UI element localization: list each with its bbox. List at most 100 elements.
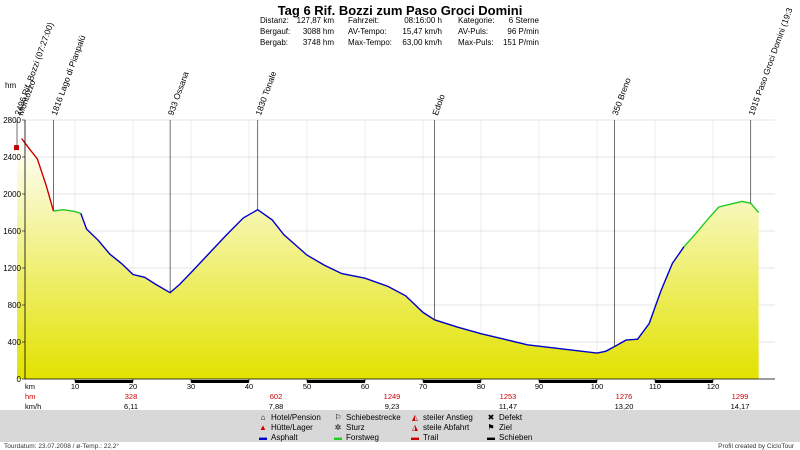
row-value: 9,23	[385, 402, 400, 410]
x-tick-label: 110	[649, 382, 661, 391]
y-axis-label: hm	[5, 81, 16, 90]
row-label-km: km	[25, 382, 35, 391]
hut-icon: ▲	[259, 423, 267, 432]
legend-item-asphalt: ▬ Asphalt	[259, 433, 298, 442]
steep-climb-icon: ◭	[411, 413, 419, 422]
forest-line-icon: ▬	[334, 433, 342, 442]
trail-line-icon: ▬	[411, 433, 419, 442]
x-tick-label: 20	[129, 382, 137, 391]
y-tick-label: 2800	[3, 116, 21, 125]
x-tick-label: 90	[535, 382, 543, 391]
legend-item-push-route: ⚐ Schiebestrecke	[334, 413, 401, 422]
stat-label: Max-Puls:	[458, 38, 494, 47]
waypoint-label: 1816 Lago di Pianpalù	[49, 34, 87, 117]
hut-marker	[14, 145, 19, 151]
stat-label: AV-Tempo:	[348, 27, 387, 36]
x-tick-label: 40	[245, 382, 253, 391]
x-tick-label: 80	[477, 382, 485, 391]
stat-value: 08:16:00 h	[404, 16, 442, 25]
push-bar	[307, 380, 365, 383]
stat-label: Max-Tempo:	[348, 38, 393, 47]
row-value: 1276	[616, 392, 633, 401]
row-value: 7,88	[269, 402, 284, 410]
axes: 0 400 800 1200 1600 2000 2400 2800 hm 10 20 30 40 50 6…	[3, 81, 775, 391]
push-bar	[655, 380, 713, 383]
stat-label: Kategorie:	[458, 16, 495, 25]
y-tick-label: 0	[17, 375, 22, 384]
waypoint-label: Edolo	[430, 93, 447, 117]
push-bar	[75, 380, 133, 383]
row-value: 602	[270, 392, 283, 401]
row-value: 1299	[732, 392, 749, 401]
stats-labels-1: Distanz: Bergauf: Bergab:	[260, 15, 290, 48]
x-tick-label: 120	[707, 382, 720, 391]
stat-value: 127,87 km	[296, 16, 334, 25]
waypoint-label: 1915 Paso Groci Domini (19:3	[746, 6, 794, 117]
stat-value: 63,00 km/h	[402, 38, 442, 47]
hotel-icon: ⌂	[260, 413, 266, 422]
push-line-icon: ▬	[487, 433, 495, 442]
waypoint-label: 350 Breno	[610, 76, 633, 117]
push-route-icon: ⚐	[334, 413, 342, 422]
x-tick-label: 50	[303, 382, 311, 391]
legend-item-finish: ⚑ Ziel	[487, 423, 512, 432]
defect-icon: ✖	[487, 413, 495, 422]
row-label-km-h: km/h	[25, 402, 41, 410]
stats-values-2: 08:16:00 h 15,47 km/h 63,00 km/h	[390, 15, 442, 48]
y-tick-label: 1200	[3, 264, 21, 273]
y-tick-label: 400	[8, 338, 22, 347]
stat-value: 3748 hm	[302, 38, 334, 47]
push-bar	[191, 380, 249, 383]
stat-value: 96 P/min	[507, 27, 539, 36]
stat-label: Bergab:	[260, 38, 289, 47]
y-tick-label: 2000	[3, 190, 21, 199]
asphalt-line-icon: ▬	[259, 433, 267, 442]
footer-right: Profil created by CicloTour	[718, 443, 794, 450]
stats-labels-3: Kategorie: AV-Puls: Max-Puls:	[458, 15, 494, 48]
y-tick-label: 1600	[3, 227, 21, 236]
row-value: 1249	[384, 392, 401, 401]
legend-item-steep-descent: ◮ steile Abfahrt	[411, 423, 470, 432]
surface-segment-forstweg	[53, 208, 82, 215]
row-value: 6,11	[124, 402, 138, 410]
y-tick-label: 2400	[3, 153, 21, 162]
legend-item-trail: ▬ Trail	[411, 433, 439, 442]
legend-item-push: ▬ Schieben	[487, 433, 533, 442]
bottom-rows: kmhm32860212491253127612992591km/h6,117,…	[25, 382, 750, 410]
legend-item-hotel: ⌂ Hotel/Pension	[258, 413, 321, 422]
elevation-profile-chart: 2496 Rif. Bozzi (07:27:00)Montozzo 1816 L…	[3, 6, 794, 410]
x-tick-label: 100	[591, 382, 604, 391]
surface-segments	[14, 138, 760, 354]
legend-item-defect: ✖ Defekt	[487, 413, 523, 422]
stats-values-1: 127,87 km 3088 hm 3748 hm	[290, 15, 334, 48]
waypoint-label: 933 Ossana	[166, 70, 191, 117]
footer-left: Tourdatum: 23.07.2008 / ø-Temp.: 22,2°	[4, 443, 119, 450]
legend-item-forstweg: ▬ Forstweg	[334, 433, 379, 442]
stat-label: Bergauf:	[260, 27, 291, 36]
row-value: 328	[125, 392, 138, 401]
surface-segment-trail	[21, 138, 55, 212]
stats-labels-2: Fahrzeit: AV-Tempo: Max-Tempo:	[348, 15, 392, 48]
stat-value: 15,47 km/h	[402, 27, 442, 36]
x-tick-label: 70	[419, 382, 427, 391]
legend-item-steep-climb: ◭ steiler Anstieg	[411, 413, 473, 422]
legend-item-hut: ▲ Hütte/Lager	[259, 423, 313, 432]
stat-value: 151 P/min	[502, 38, 539, 47]
x-tick-label: 10	[71, 382, 79, 391]
legend: ⌂ Hotel/Pension ▲ Hütte/Lager ▬ Asphalt ⚐ Sc…	[0, 410, 800, 442]
x-tick-label: 60	[361, 382, 369, 391]
chart-title: Tag 6 Rif. Bozzi zum Paso Groci Domini	[277, 3, 523, 18]
push-bar	[539, 380, 597, 383]
row-value: 14,17	[731, 402, 750, 410]
finish-flag-icon: ⚑	[487, 423, 495, 432]
stat-value: 6 Sterne	[508, 16, 539, 25]
surface-segment-forstweg	[683, 200, 760, 248]
steep-descent-icon: ◮	[411, 423, 419, 432]
stat-label: Fahrzeit:	[348, 16, 380, 25]
x-tick-label: 30	[187, 382, 195, 391]
row-value: 11,47	[499, 402, 517, 410]
waypoint-label: 1830 Tonale	[253, 70, 278, 117]
stat-value: 3088 hm	[302, 27, 334, 36]
stats-values-3: 6 Sterne 96 P/min 151 P/min	[495, 15, 539, 48]
row-label-hm: hm	[25, 392, 35, 401]
